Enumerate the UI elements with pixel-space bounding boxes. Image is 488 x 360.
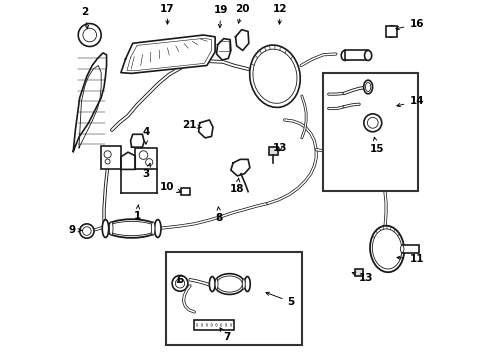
Ellipse shape xyxy=(220,324,222,327)
Polygon shape xyxy=(216,39,230,60)
Text: 1: 1 xyxy=(133,205,141,221)
Text: 21: 21 xyxy=(181,120,201,130)
Circle shape xyxy=(80,224,94,238)
Text: 8: 8 xyxy=(215,207,223,223)
Polygon shape xyxy=(235,30,248,50)
Polygon shape xyxy=(73,53,106,152)
Circle shape xyxy=(83,28,96,42)
Text: 4: 4 xyxy=(142,127,149,144)
Text: 11: 11 xyxy=(396,254,423,264)
Bar xyxy=(385,26,396,37)
Ellipse shape xyxy=(363,80,372,94)
Text: 10: 10 xyxy=(160,182,181,192)
Ellipse shape xyxy=(230,324,231,327)
Circle shape xyxy=(78,23,101,46)
Bar xyxy=(194,320,233,330)
Ellipse shape xyxy=(205,324,207,327)
Ellipse shape xyxy=(210,324,212,327)
Text: 13: 13 xyxy=(272,143,287,153)
Ellipse shape xyxy=(201,324,203,327)
Circle shape xyxy=(363,114,381,132)
Ellipse shape xyxy=(225,324,226,327)
Circle shape xyxy=(145,159,152,166)
Text: 13: 13 xyxy=(351,272,373,283)
Ellipse shape xyxy=(216,276,242,292)
Bar xyxy=(354,269,362,276)
Ellipse shape xyxy=(364,50,371,60)
Text: 14: 14 xyxy=(396,96,423,107)
Bar xyxy=(344,50,367,60)
Circle shape xyxy=(175,279,184,288)
Ellipse shape xyxy=(196,324,198,327)
Text: 9: 9 xyxy=(69,225,81,235)
Circle shape xyxy=(105,159,110,164)
Ellipse shape xyxy=(107,221,156,236)
Text: 12: 12 xyxy=(272,4,287,24)
Ellipse shape xyxy=(154,220,161,238)
Text: 2: 2 xyxy=(81,7,88,29)
Polygon shape xyxy=(198,120,213,138)
Ellipse shape xyxy=(215,324,217,327)
Polygon shape xyxy=(230,159,249,176)
Circle shape xyxy=(82,227,91,235)
Ellipse shape xyxy=(371,229,401,269)
Text: 17: 17 xyxy=(160,4,174,24)
Ellipse shape xyxy=(387,27,393,35)
Ellipse shape xyxy=(242,279,244,289)
Text: 16: 16 xyxy=(395,19,423,30)
Ellipse shape xyxy=(400,246,403,252)
Bar xyxy=(323,73,417,191)
Text: 3: 3 xyxy=(142,163,150,179)
Bar xyxy=(268,147,277,155)
Polygon shape xyxy=(121,152,135,170)
Text: 18: 18 xyxy=(230,178,244,194)
Ellipse shape xyxy=(369,226,404,272)
Ellipse shape xyxy=(109,222,113,235)
Ellipse shape xyxy=(249,45,300,107)
Ellipse shape xyxy=(386,26,395,37)
Text: 5: 5 xyxy=(265,292,294,307)
Text: 7: 7 xyxy=(220,328,230,342)
Ellipse shape xyxy=(341,50,347,60)
Text: 19: 19 xyxy=(214,5,228,28)
Ellipse shape xyxy=(252,49,296,103)
Circle shape xyxy=(366,117,377,128)
Ellipse shape xyxy=(365,82,370,91)
Ellipse shape xyxy=(102,220,108,238)
Text: 15: 15 xyxy=(369,137,384,154)
Polygon shape xyxy=(121,35,215,73)
Ellipse shape xyxy=(151,222,155,235)
Text: 20: 20 xyxy=(235,4,249,23)
Bar xyxy=(101,146,121,170)
Circle shape xyxy=(104,151,111,158)
Bar xyxy=(401,245,419,253)
Bar xyxy=(181,188,189,195)
Ellipse shape xyxy=(209,276,215,292)
Ellipse shape xyxy=(104,219,158,238)
Polygon shape xyxy=(130,134,144,147)
Bar xyxy=(165,252,301,345)
Text: 6: 6 xyxy=(176,275,183,285)
Circle shape xyxy=(139,151,147,159)
Polygon shape xyxy=(135,148,156,170)
Ellipse shape xyxy=(214,274,244,294)
Ellipse shape xyxy=(215,279,218,289)
Ellipse shape xyxy=(244,276,250,292)
Circle shape xyxy=(172,275,187,291)
